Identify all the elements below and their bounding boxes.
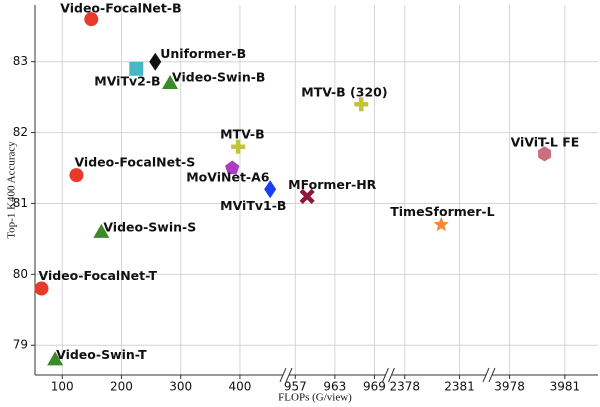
point-label: MTV-B (320) [301,85,387,100]
point-label: MFormer-HR [288,177,377,192]
x-tick-label: 2381 [444,380,475,394]
point [149,52,162,71]
point-label: MViTv2-B [94,73,160,88]
x-axis-label: FLOPs (G/view) [278,392,352,404]
axis-break [388,367,395,383]
point-label: Video-Swin-T [56,347,147,362]
x-tick-label: 3981 [550,380,581,394]
point-label: ViViT-L FE [511,134,580,149]
x-tick-label: 200 [110,380,133,394]
point-label: Video-FocalNet-B [60,1,181,16]
point-label: TimeSformer-L [390,204,494,219]
point [299,188,315,204]
point [354,97,369,112]
point [129,61,144,76]
x-tick-label: 2378 [389,380,420,394]
point [231,139,246,154]
point-label: Video-FocalNet-S [74,155,195,170]
y-tick-label: 79 [13,338,28,352]
point-label: Video-Swin-B [172,69,265,84]
point-label: Video-Swin-S [103,219,196,234]
y-tick-label: 81 [13,196,28,210]
axis-break-gap [486,373,492,377]
point [34,281,49,296]
point-label: MViTv1-B [220,198,286,213]
point [538,146,552,162]
point [93,223,110,238]
axis-break-gap [283,373,289,377]
axis-break [285,367,293,383]
point [69,168,84,183]
x-tick-label: 300 [169,380,192,394]
x-tick-label: 3978 [494,380,525,394]
y-tick-label: 83 [13,54,28,68]
axis-break [382,367,389,383]
y-axis-label: Top-1 K400 Accuracy [6,141,18,239]
x-tick-label: 957 [284,380,307,394]
point [47,351,64,366]
point [264,180,277,199]
axis-break [482,367,490,383]
x-tick-label: 969 [363,380,386,394]
point [162,74,179,89]
y-tick-label: 80 [13,267,28,281]
x-tick-label: 963 [323,380,346,394]
point [225,160,240,175]
point-label: Uniformer-B [160,46,246,61]
x-tick-label: 100 [51,380,74,394]
axis-break [279,367,287,383]
axis-break [488,367,496,383]
y-tick-label: 82 [13,125,28,139]
point-label: MoViNet-A6 [186,170,270,185]
point [433,216,449,232]
point [84,12,99,27]
point-label: MTV-B [220,126,264,141]
point-label: Video-FocalNet-T [39,268,158,283]
axis-break-gap [385,373,392,377]
x-tick-label: 400 [228,380,251,394]
